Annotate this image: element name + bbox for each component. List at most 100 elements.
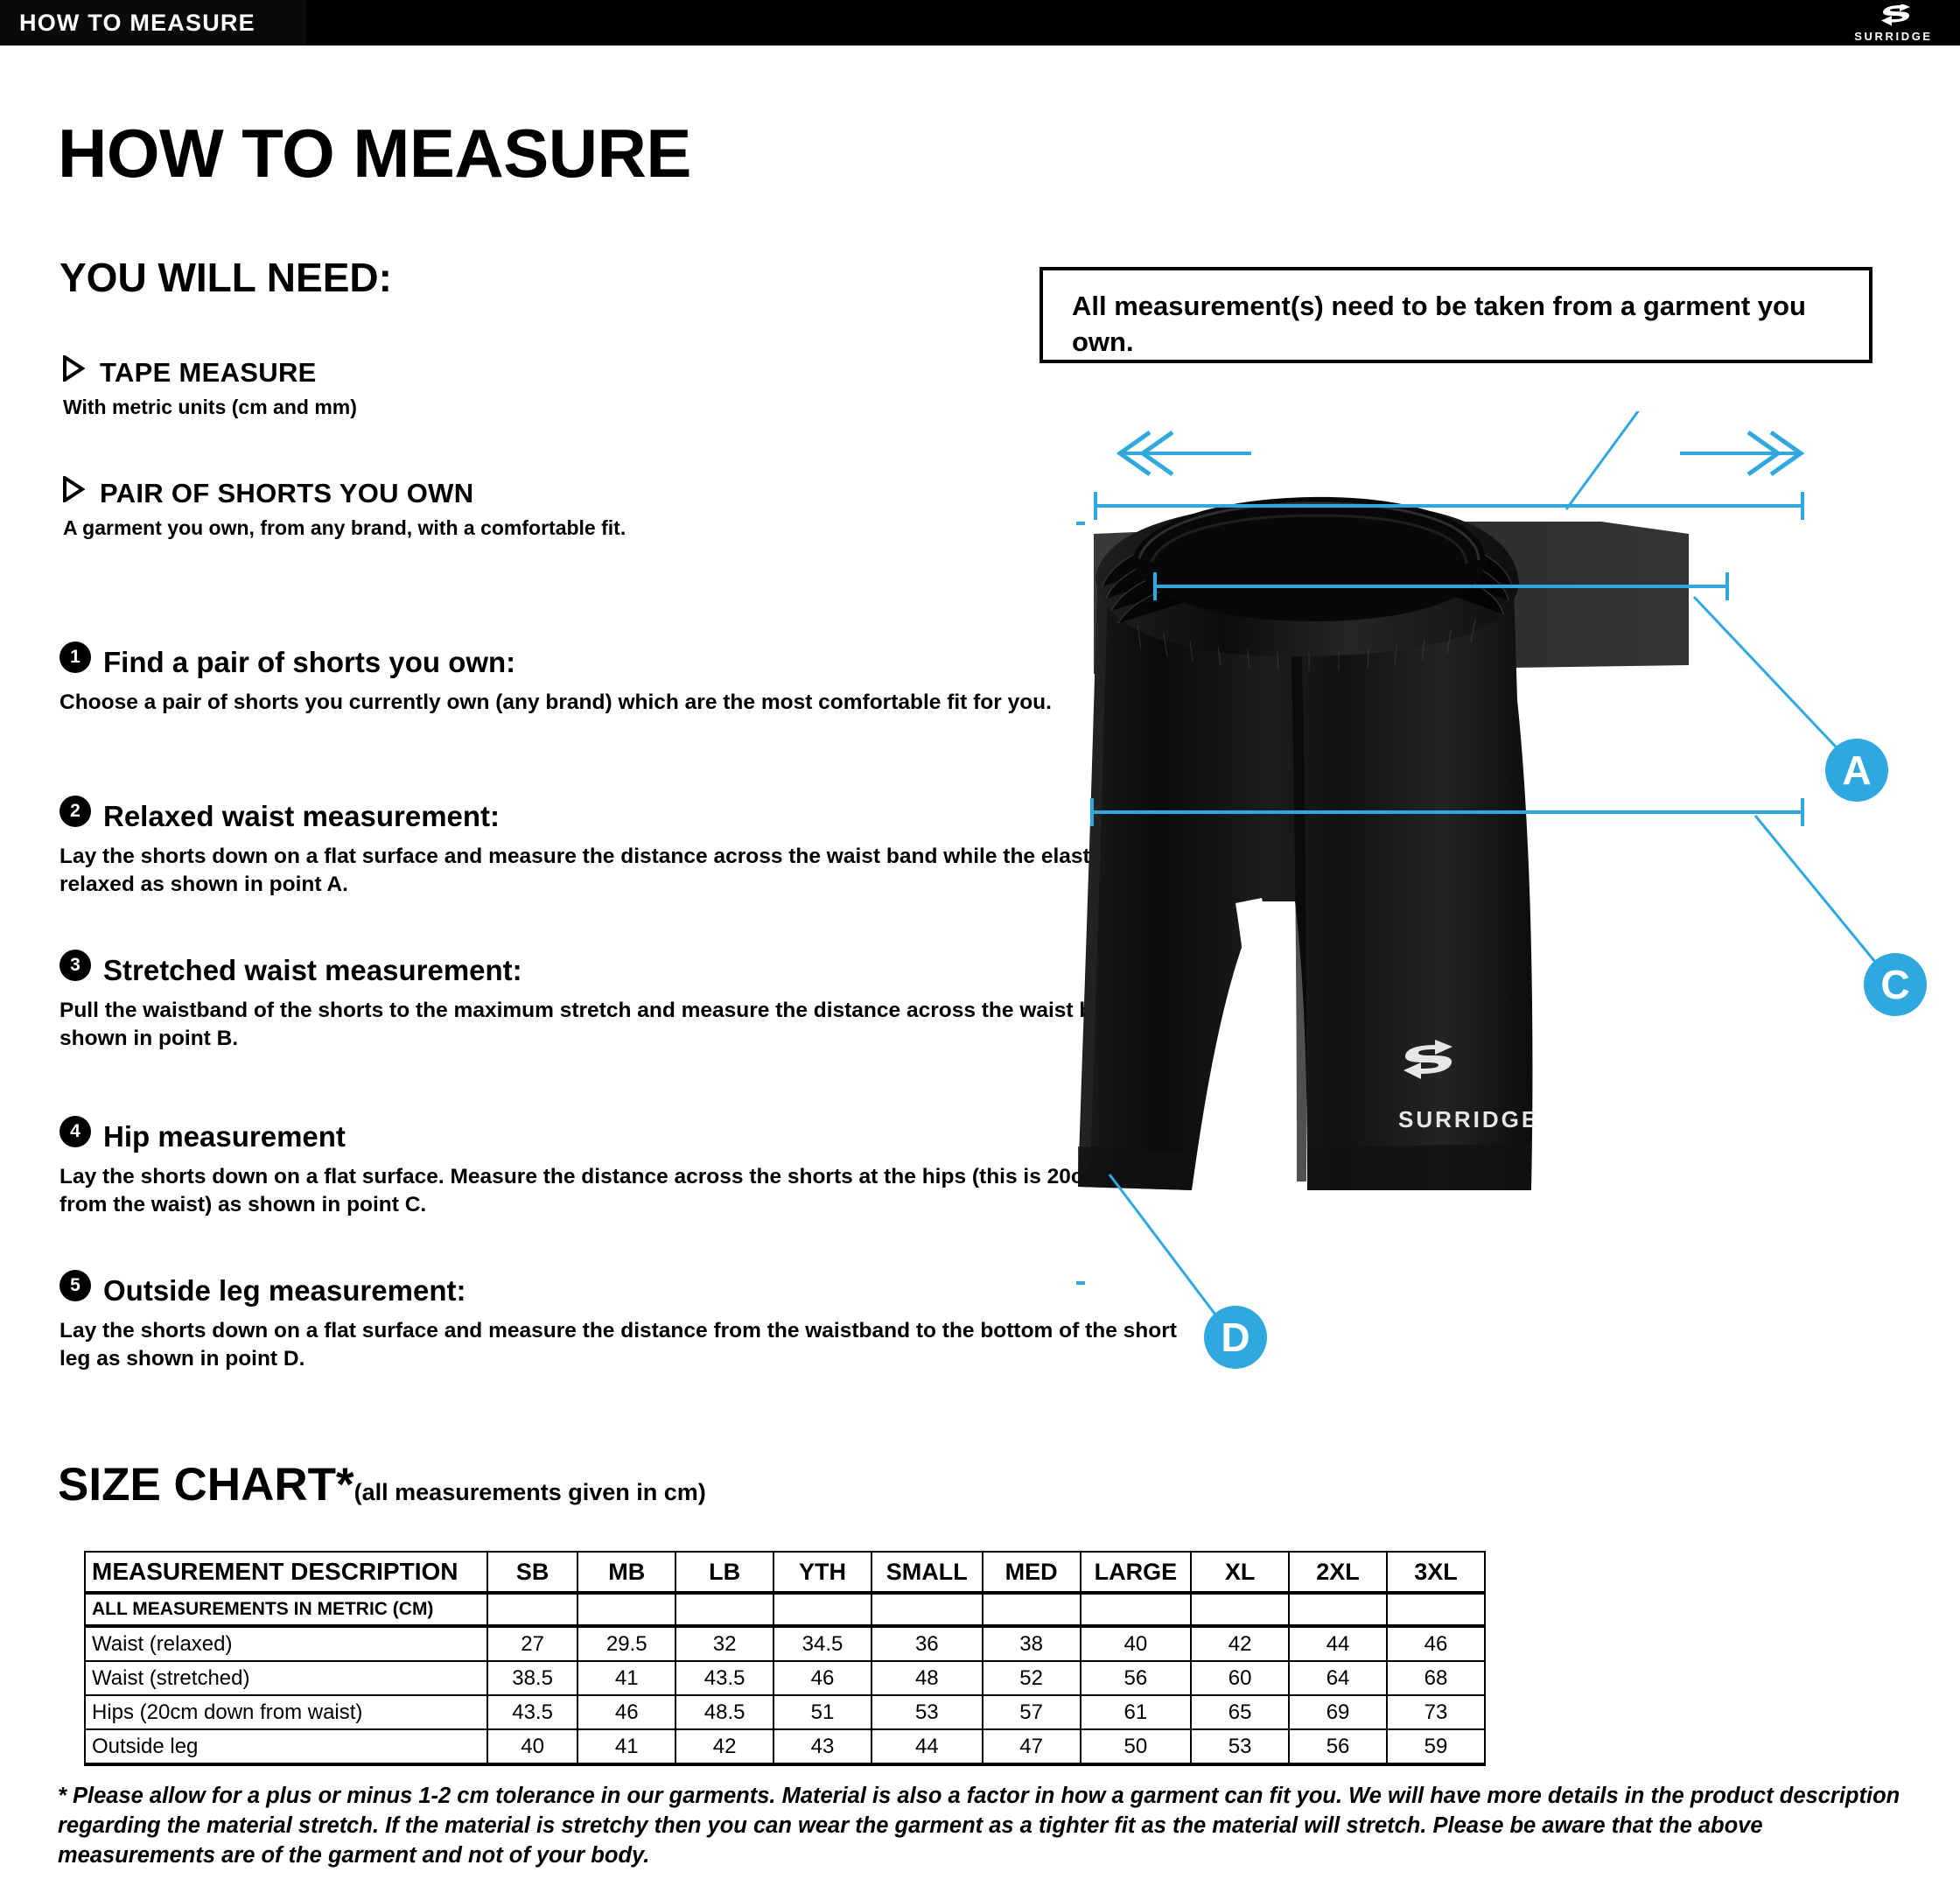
header-title: HOW TO MEASURE: [19, 10, 256, 36]
cell: 40: [1079, 1625, 1193, 1662]
need-item-sub: A garment you own, from any brand, with …: [63, 516, 626, 539]
column-header-large: LARGE: [1079, 1551, 1193, 1595]
cell: 46: [773, 1660, 872, 1696]
size-chart-title: SIZE CHART*(all measurements given in cm…: [58, 1462, 706, 1508]
brand-name: SURRIDGE: [1854, 30, 1933, 43]
column-header-med: MED: [981, 1551, 1082, 1595]
step-number-badge: 2: [60, 796, 91, 827]
cell: 50: [1079, 1728, 1193, 1766]
step-heading: 1 Find a pair of shorts you own:: [60, 642, 1188, 678]
step-title: Relaxed waist measurement:: [103, 800, 500, 832]
column-header-description: MEASUREMENT DESCRIPTION: [84, 1551, 488, 1595]
cell: 42: [675, 1728, 775, 1766]
cell: 41: [577, 1660, 677, 1696]
need-item-tape-measure: TAPE MEASURE With metric units (cm and m…: [60, 355, 357, 420]
cell: 46: [1386, 1625, 1486, 1662]
cell: 56: [1079, 1660, 1193, 1696]
triangle-outline-icon: [63, 476, 85, 502]
step-title: Hip measurement: [103, 1120, 346, 1153]
cell: 59: [1386, 1728, 1486, 1766]
cell: 43.5: [675, 1660, 775, 1696]
cell: 44: [1288, 1625, 1388, 1662]
row-label: Waist (stretched): [84, 1660, 488, 1696]
svg-text:D: D: [1221, 1315, 1250, 1360]
column-header-2xl: 2XL: [1288, 1551, 1388, 1595]
cell: 41: [577, 1728, 677, 1766]
step-heading: 4 Hip measurement: [60, 1116, 1188, 1153]
step-heading: 5 Outside leg measurement:: [60, 1270, 1188, 1307]
cell: 60: [1190, 1660, 1291, 1696]
step-5: 5 Outside leg measurement: Lay the short…: [60, 1270, 1188, 1373]
row-label: Waist (relaxed): [84, 1625, 488, 1662]
cell: 57: [981, 1694, 1082, 1730]
table-row: Waist (relaxed) 27 29.5 32 34.5 36 38 40…: [84, 1625, 1486, 1662]
column-header-small: SMALL: [870, 1551, 984, 1595]
callout-box: All measurement(s) need to be taken from…: [1040, 267, 1872, 363]
garment-shorts-body: [1078, 583, 1533, 1190]
size-chart-table: MEASUREMENT DESCRIPTION SB MB LB YTH SMA…: [84, 1551, 1486, 1766]
cell: 68: [1386, 1660, 1486, 1696]
column-header-lb: LB: [675, 1551, 775, 1595]
table-row-metric-note: ALL MEASUREMENTS IN METRIC (CM): [84, 1592, 1486, 1628]
step-body: Lay the shorts down on a flat surface an…: [60, 845, 1132, 896]
marker-leader-lines: [1108, 411, 1885, 1326]
svg-text:A: A: [1842, 747, 1871, 793]
cell: 56: [1288, 1728, 1388, 1766]
marker-d: D: [1204, 1306, 1267, 1369]
step-number-badge: 5: [60, 1270, 91, 1301]
cell: 27: [486, 1625, 579, 1662]
step-4: 4 Hip measurement Lay the shorts down on…: [60, 1116, 1188, 1219]
step-heading: 3 Stretched waist measurement:: [60, 950, 1188, 986]
cell: 43: [773, 1728, 872, 1766]
you-will-need-heading: YOU WILL NEED:: [60, 255, 392, 300]
column-header-sb: SB: [486, 1551, 579, 1595]
cell: 32: [675, 1625, 775, 1662]
step-body: Lay the shorts down on a flat surface. M…: [60, 1165, 1165, 1216]
footnote-text: * Please allow for a plus or minus 1-2 c…: [58, 1784, 1900, 1868]
cell: 29.5: [577, 1625, 677, 1662]
need-item-label: PAIR OF SHORTS YOU OWN: [100, 478, 474, 508]
cell: 53: [870, 1694, 984, 1730]
cell: 47: [981, 1728, 1082, 1766]
table-header-row: MEASUREMENT DESCRIPTION SB MB LB YTH SMA…: [84, 1551, 1486, 1595]
cell: 48: [870, 1660, 984, 1696]
cell: 38: [981, 1625, 1082, 1662]
size-chart-title-note: (all measurements given in cm): [354, 1479, 706, 1505]
step-heading: 2 Relaxed waist measurement:: [60, 796, 1188, 832]
measurement-lines: [1076, 430, 1805, 1285]
step-title: Stretched waist measurement:: [103, 954, 522, 986]
cell: 65: [1190, 1694, 1291, 1730]
step-body: Pull the waistband of the shorts to the …: [60, 999, 1160, 1050]
size-chart-title-main: SIZE CHART: [58, 1459, 336, 1511]
svg-text:SURRIDGE: SURRIDGE: [1398, 1106, 1539, 1132]
step-3: 3 Stretched waist measurement: Pull the …: [60, 950, 1188, 1053]
column-header-mb: MB: [577, 1551, 677, 1595]
step-body: Lay the shorts down on a flat surface an…: [60, 1319, 1177, 1371]
cell: 44: [870, 1728, 984, 1766]
cell: 48.5: [675, 1694, 775, 1730]
need-item-title: PAIR OF SHORTS YOU OWN: [60, 476, 626, 508]
table-row: Outside leg 40 41 42 43 44 47 50 53 56 5…: [84, 1728, 1486, 1766]
marker-c: C: [1864, 953, 1927, 1016]
column-header-xl: XL: [1190, 1551, 1291, 1595]
step-title: Outside leg measurement:: [103, 1274, 466, 1307]
step-title: Find a pair of shorts you own:: [103, 646, 516, 678]
step-2: 2 Relaxed waist measurement: Lay the sho…: [60, 796, 1188, 899]
metric-note-label: ALL MEASUREMENTS IN METRIC (CM): [84, 1592, 488, 1628]
brand-logo: SURRIDGE: [1841, 4, 1946, 44]
cell: 64: [1288, 1660, 1388, 1696]
step-number-badge: 4: [60, 1116, 91, 1147]
cell: 61: [1079, 1694, 1193, 1730]
header-tab: [0, 0, 306, 46]
size-chart-title-star: *: [336, 1459, 354, 1511]
table-row: Waist (stretched) 38.5 41 43.5 46 48 52 …: [84, 1660, 1486, 1696]
cell: 40: [486, 1728, 579, 1766]
cell: 46: [577, 1694, 677, 1730]
step-1: 1 Find a pair of shorts you own: Choose …: [60, 642, 1188, 717]
garment-measurement-diagram: SURRIDGE: [1076, 411, 1960, 1532]
top-header-bar: HOW TO MEASURE SURRIDGE: [0, 0, 1960, 46]
need-item-title: TAPE MEASURE: [60, 355, 357, 386]
column-header-3xl: 3XL: [1386, 1551, 1486, 1595]
step-number-badge: 1: [60, 642, 91, 673]
garment-leg-gap: [1236, 898, 1295, 1190]
